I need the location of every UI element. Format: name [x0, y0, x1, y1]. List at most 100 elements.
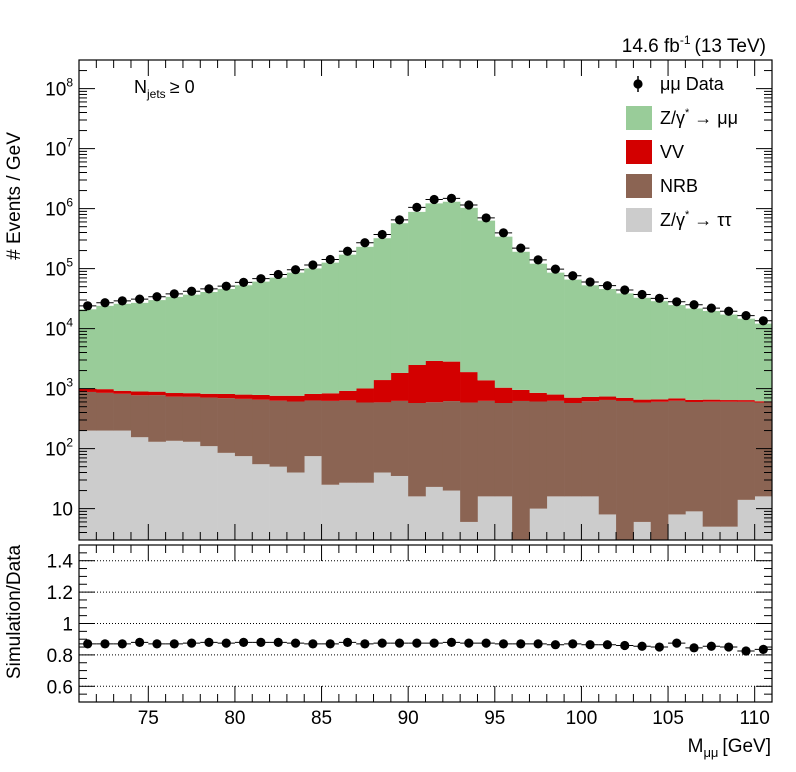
ratio-point-27: [550, 640, 561, 650]
x-axis-title: Mμμ [GeV]: [688, 736, 771, 760]
ratio-point-6: [187, 638, 197, 648]
bar-1-28: [564, 403, 582, 497]
bar-3-5: [165, 296, 184, 394]
bar-1-33: [650, 401, 669, 540]
data-point-22: [464, 200, 474, 210]
data-point-2: [117, 296, 127, 306]
bar-3-15: [338, 254, 357, 391]
ratio-point-3: [135, 637, 145, 647]
bar-3-4: [148, 300, 166, 392]
y-tick-label-base: 10: [45, 320, 66, 341]
legend-label-post: → ττ: [689, 210, 731, 230]
bar-2-11: [269, 395, 288, 401]
bar-3-30: [598, 289, 617, 397]
bar-1-37: [720, 401, 738, 527]
bar-3-16: [356, 246, 374, 389]
bar-2-24: [494, 387, 513, 404]
bar-2-6: [182, 393, 201, 397]
bar-2-39: [754, 401, 773, 403]
ratio-point-10: [256, 637, 266, 647]
bar-1-25: [512, 400, 530, 540]
bar-1-27: [546, 400, 565, 497]
data-point-0: [83, 301, 93, 311]
data-point-21: [446, 193, 457, 204]
bar-0-9: [234, 456, 253, 540]
bar-2-22: [460, 372, 478, 403]
legend-label-0: Z/γ* → μμ: [660, 107, 738, 128]
data-point-31: [620, 285, 630, 295]
ratio-point-31: [620, 640, 630, 651]
bar-3-1: [96, 305, 114, 390]
bar-0-6: [182, 441, 201, 540]
bar-2-19: [408, 365, 426, 404]
bar-3-19: [408, 211, 426, 366]
bar-1-29: [581, 401, 600, 497]
bar-1-36: [702, 401, 721, 527]
ratio-y-tick-label-3: 1.2: [47, 583, 73, 604]
bar-1-5: [165, 396, 184, 441]
ratio-y-axis-title: Simulation/Data: [4, 545, 25, 680]
data-point-33: [654, 293, 664, 303]
legend-label-pre: Z/γ: [660, 210, 685, 230]
bar-3-14: [321, 262, 340, 394]
ratio-point-38: [741, 646, 751, 656]
bar-2-27: [546, 394, 565, 401]
bar-1-24: [494, 403, 513, 497]
bar-2-12: [286, 395, 305, 402]
ratio-y-tick-label-0: 0.6: [47, 677, 73, 698]
bar-1-34: [668, 400, 686, 515]
data-point-34: [672, 297, 682, 307]
y-tick-label-4: 105: [45, 256, 73, 281]
data-point-23: [481, 213, 491, 223]
bar-1-19: [408, 403, 426, 497]
ratio-point-13: [308, 639, 318, 649]
bar-3-21: [442, 201, 461, 362]
bar-3-35: [685, 308, 703, 400]
bar-0-13: [304, 456, 322, 540]
bar-2-34: [668, 398, 686, 401]
y-tick-label-0: 10: [52, 500, 73, 521]
bar-2-38: [737, 400, 755, 402]
legend-label-sup: *: [685, 209, 690, 221]
bar-3-27: [546, 272, 565, 395]
y-tick-label-base: 10: [52, 500, 73, 521]
bar-3-20: [425, 203, 444, 361]
lumi-unit-exponent: -1: [680, 33, 691, 47]
ratio-point-32: [637, 641, 647, 651]
bar-2-5: [165, 393, 184, 397]
legend-swatch-2: [626, 174, 652, 198]
ratio-point-7: [204, 637, 214, 647]
ratio-y-tick-label-1: 0.8: [47, 646, 73, 667]
bar-3-13: [304, 268, 322, 394]
ratio-point-2: [117, 639, 127, 649]
y-tick-label-5: 106: [45, 196, 73, 221]
ratio-point-14: [325, 639, 335, 649]
bar-0-18: [390, 475, 409, 540]
bar-2-21: [442, 361, 461, 402]
x-tick-label-1: 80: [224, 708, 245, 729]
bar-0-1: [96, 430, 114, 540]
bar-1-2: [113, 393, 132, 431]
ratio-point-26: [533, 639, 543, 649]
bar-1-38: [737, 401, 755, 500]
category-label: Njets ≥ 0: [134, 77, 195, 101]
data-point-19: [412, 202, 422, 212]
main-data-points: [79, 193, 772, 326]
bar-0-17: [373, 472, 392, 540]
x-axis-title-sub: μμ: [703, 745, 718, 760]
bar-2-10: [252, 394, 270, 400]
bar-2-23: [477, 380, 496, 401]
bar-3-0: [79, 309, 97, 389]
x-tick-label-7: 110: [740, 708, 770, 729]
y-tick-label-base: 10: [45, 260, 66, 281]
data-point-14: [325, 254, 335, 265]
bar-1-32: [633, 402, 652, 522]
bar-1-14: [321, 400, 340, 485]
bar-3-33: [650, 301, 669, 400]
legend-label-post: → μμ: [689, 108, 738, 128]
bar-0-29: [581, 496, 600, 540]
bar-0-23: [477, 496, 496, 540]
bar-1-6: [182, 396, 201, 442]
y-tick-label-6: 107: [45, 136, 73, 161]
x-tick-label-6: 105: [652, 708, 684, 729]
